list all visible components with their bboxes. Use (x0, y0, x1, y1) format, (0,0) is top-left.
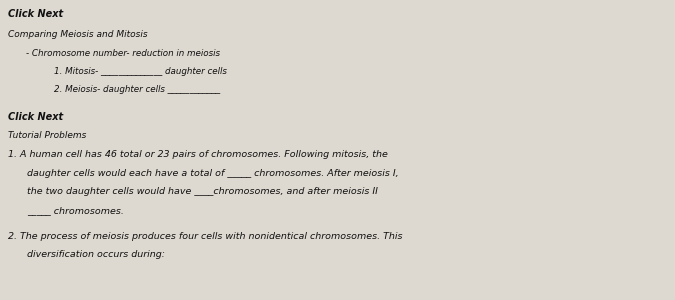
Text: Comparing Meiosis and Mitosis: Comparing Meiosis and Mitosis (8, 30, 148, 39)
Text: _____ chromosomes.: _____ chromosomes. (27, 206, 124, 215)
Text: diversification occurs during:: diversification occurs during: (27, 250, 165, 259)
Text: Click Next: Click Next (8, 112, 63, 122)
Text: the two daughter cells would have ____chromosomes, and after meiosis II: the two daughter cells would have ____ch… (27, 187, 378, 196)
Text: - Chromosome number- reduction in meiosis: - Chromosome number- reduction in meiosi… (26, 49, 219, 58)
Text: Tutorial Problems: Tutorial Problems (8, 131, 86, 140)
Text: 2. Meiosis- daughter cells ____________: 2. Meiosis- daughter cells ____________ (54, 85, 220, 94)
Text: 1. A human cell has 46 total or 23 pairs of chromosomes. Following mitosis, the: 1. A human cell has 46 total or 23 pairs… (8, 150, 388, 159)
Text: daughter cells would each have a total of _____ chromosomes. After meiosis I,: daughter cells would each have a total o… (27, 169, 399, 178)
Text: 1. Mitosis- ______________ daughter cells: 1. Mitosis- ______________ daughter cell… (54, 67, 227, 76)
Text: 2. The process of meiosis produces four cells with nonidentical chromosomes. Thi: 2. The process of meiosis produces four … (8, 232, 402, 241)
Text: Click Next: Click Next (8, 9, 63, 19)
